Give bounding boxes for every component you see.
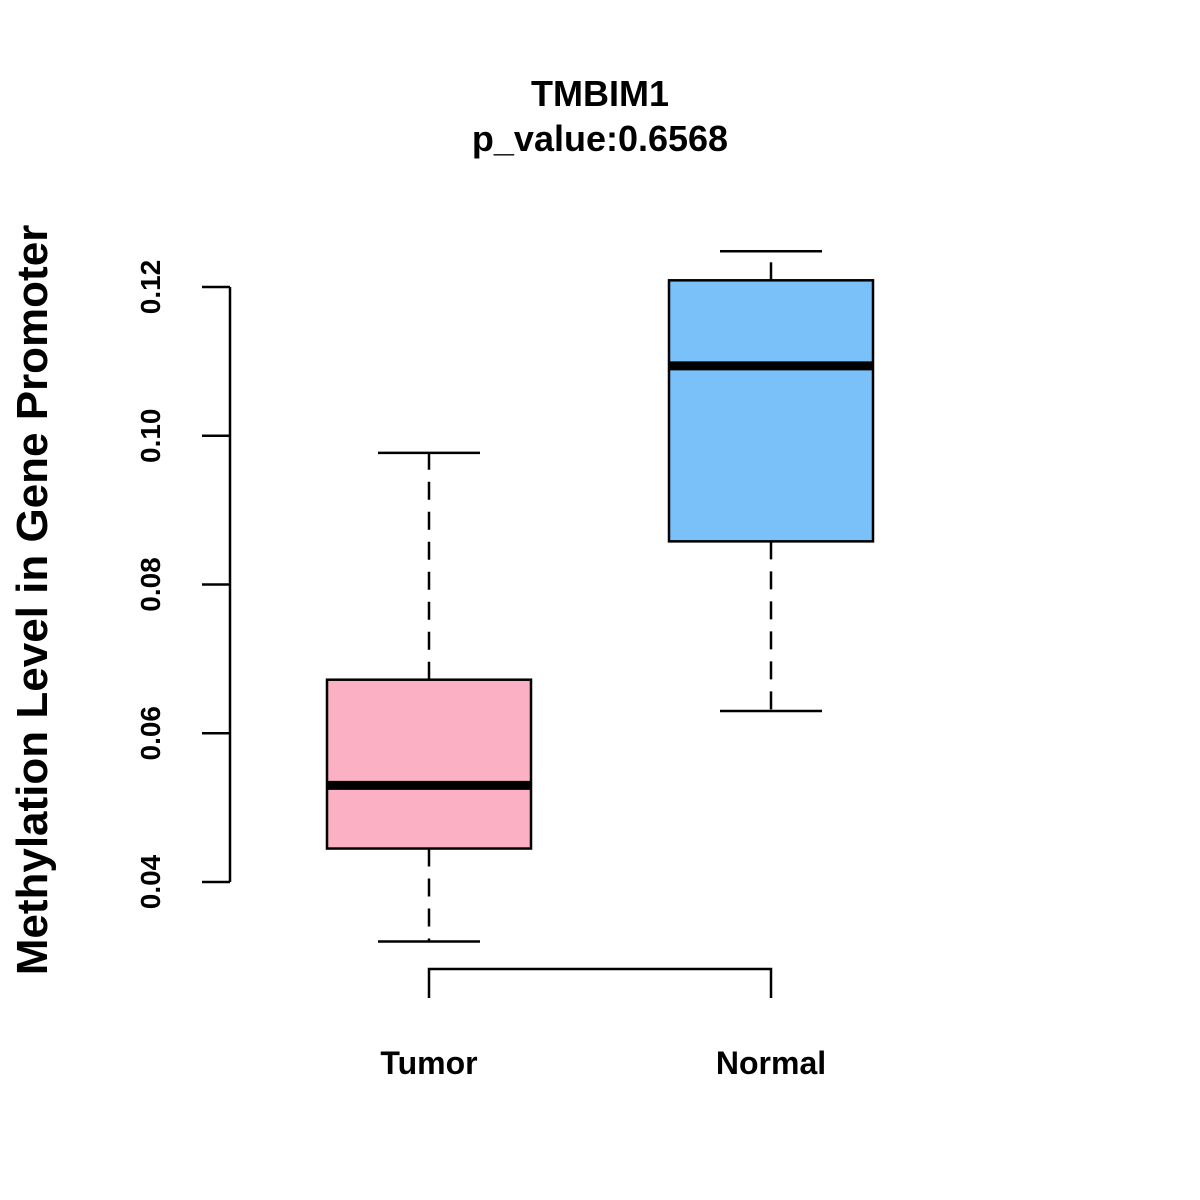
comparison-bracket — [427, 967, 773, 998]
box-normal — [667, 250, 875, 713]
y-tick-label: 0.12 — [135, 260, 166, 315]
y-tick-label: 0.08 — [135, 557, 166, 612]
y-tick-label: 0.10 — [135, 409, 166, 464]
box-tumor — [325, 451, 533, 943]
bracket-path — [427, 967, 773, 998]
x-axis-labels: Tumor Normal — [380, 1045, 826, 1081]
y-tick-label: 0.04 — [135, 854, 166, 909]
x-category-label: Tumor — [380, 1045, 477, 1081]
y-axis: 0.04 0.06 0.08 0.10 0.12 — [135, 260, 232, 909]
interquartile-box — [667, 279, 875, 543]
chart-title: TMBIM1 — [531, 73, 669, 114]
interquartile-box — [325, 678, 533, 850]
boxes-layer — [325, 250, 875, 943]
chart-subtitle: p_value:0.6568 — [472, 118, 728, 159]
x-category-label: Normal — [716, 1045, 826, 1081]
y-axis-label: Methylation Level in Gene Promoter — [8, 225, 57, 976]
y-tick-label: 0.06 — [135, 706, 166, 761]
